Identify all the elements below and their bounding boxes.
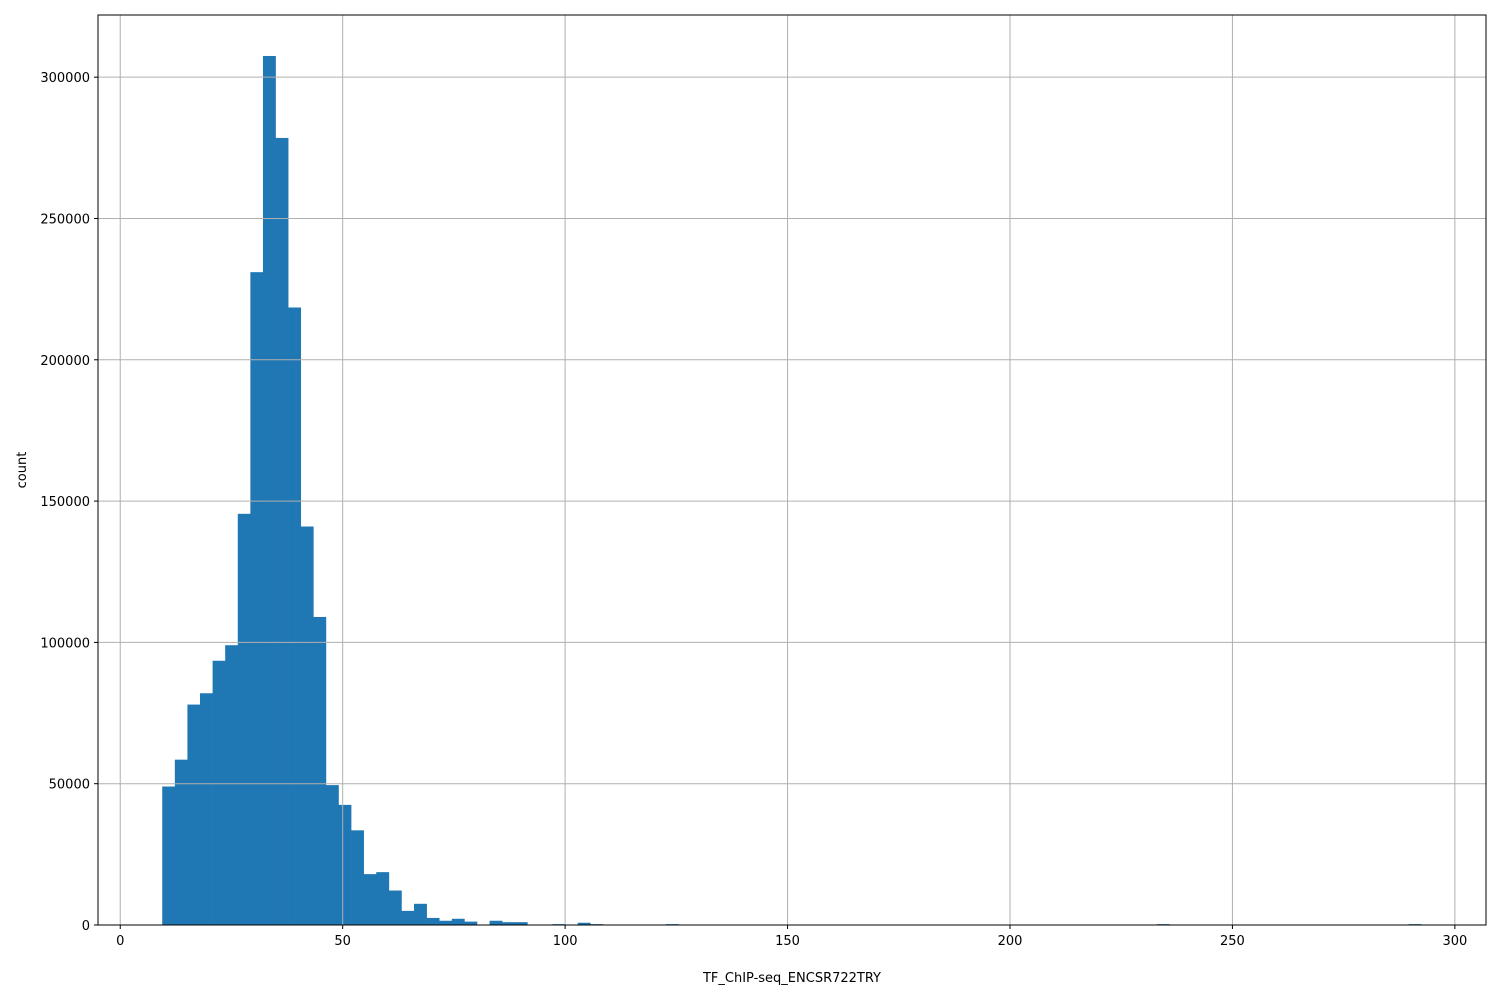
x-tick-label: 200 xyxy=(998,934,1023,949)
x-tick-label: 100 xyxy=(553,934,578,949)
histogram-bar xyxy=(514,922,528,925)
histogram-bar xyxy=(489,920,503,925)
histogram-bar xyxy=(325,785,339,925)
x-tick-label: 50 xyxy=(334,934,351,949)
histogram-bar xyxy=(338,804,352,925)
y-tick-label: 150000 xyxy=(40,495,90,510)
histogram-bar xyxy=(464,921,478,925)
bars xyxy=(162,55,1422,926)
plot-frame xyxy=(97,14,1487,926)
histogram-bar xyxy=(200,693,213,925)
y-tick-label: 100000 xyxy=(40,636,90,651)
x-tick-label: 0 xyxy=(116,934,124,949)
histogram-bar xyxy=(262,55,276,925)
histogram-bar xyxy=(351,830,364,925)
histogram-bar xyxy=(376,872,390,925)
histogram-bar xyxy=(174,759,188,925)
histogram-bar xyxy=(288,307,302,925)
histogram-bar xyxy=(162,786,176,925)
y-tick-label: 50000 xyxy=(49,778,90,793)
histogram-bar xyxy=(250,272,264,925)
y-tick-label: 0 xyxy=(82,919,90,934)
histogram-bar xyxy=(401,910,415,925)
histogram-bar xyxy=(300,526,314,925)
histogram-bar xyxy=(225,645,239,925)
histogram-bar xyxy=(414,903,427,925)
y-tick-label: 200000 xyxy=(40,354,90,369)
histogram-bar xyxy=(212,660,226,925)
y-axis-label: count xyxy=(15,452,30,489)
histogram-bar xyxy=(577,922,591,925)
x-tick-label: 300 xyxy=(1442,934,1467,949)
histogram-bar xyxy=(363,874,377,925)
histogram-bar xyxy=(451,918,465,925)
x-tick-label: 150 xyxy=(775,934,800,949)
histogram-bar xyxy=(388,890,402,925)
histogram-bar xyxy=(275,137,289,925)
histogram-bar xyxy=(426,917,440,925)
y-axis-ticks: 0 50000 100000 150000 200000 250000 300000 xyxy=(40,71,98,934)
histogram-bar xyxy=(237,513,251,925)
histogram-bar xyxy=(502,922,516,925)
x-axis-label: TF_ChIP-seq_ENCSR722TRY xyxy=(702,971,881,986)
histogram-bar xyxy=(439,920,453,925)
y-tick-label: 250000 xyxy=(40,212,90,227)
x-axis-ticks: 0 50 100 150 200 250 300 xyxy=(116,925,1467,949)
histogram-bar xyxy=(187,704,201,925)
histogram-bar xyxy=(313,616,327,925)
x-tick-label: 250 xyxy=(1220,934,1245,949)
y-tick-label: 300000 xyxy=(40,71,90,86)
